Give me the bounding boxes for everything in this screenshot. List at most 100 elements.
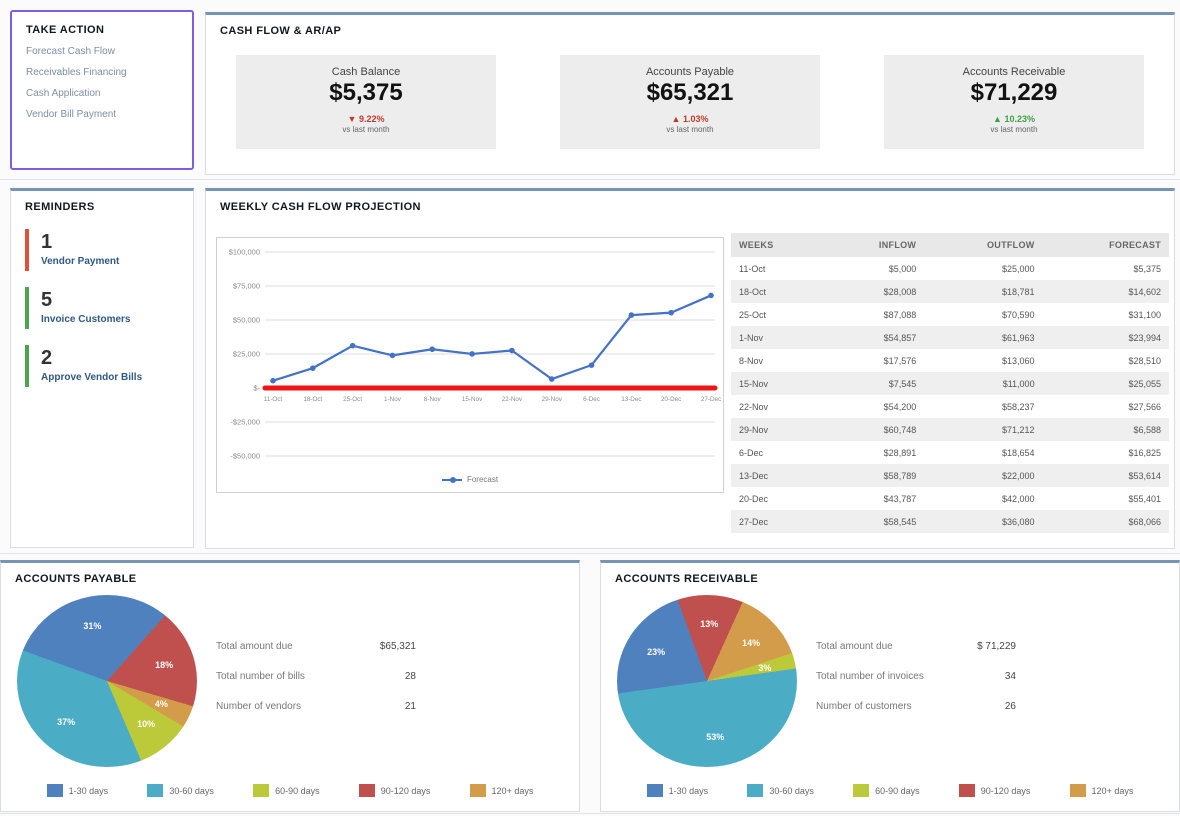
kpi-label: Accounts Payable	[645, 66, 735, 78]
table-cell: $28,510	[1128, 355, 1161, 366]
pie-slice-label: 14%	[742, 638, 761, 649]
x-axis-tick-label: 18-Oct	[303, 396, 322, 403]
legend-swatch	[853, 784, 870, 797]
table-cell: 27-Dec	[739, 516, 769, 527]
forecast-data-point	[548, 376, 555, 382]
legend-label: 30-60 days	[769, 785, 814, 796]
reminder-label: Vendor Payment	[41, 256, 120, 267]
stat-label: Total amount due	[816, 641, 893, 652]
reminder-item[interactable]: 1 Vendor Payment	[25, 229, 193, 271]
table-cell: $17,576	[883, 355, 917, 366]
aging-legend-item: 1-30 days	[646, 784, 708, 797]
table-header-row: WEEKS INFLOW OUTFLOW FORECAST	[731, 233, 1169, 257]
y-axis-tick-label: $25,000	[233, 350, 260, 359]
accounts-receivable-pie-chart: 23% 13% 14% 3% 53%	[617, 595, 797, 767]
kpi-card: Accounts Receivable $71,229 ▲ 10.23% vs las…	[884, 55, 1144, 149]
column-header: FORECAST	[1042, 233, 1169, 257]
table-row: 27-Dec $58,545 $36,080 $68,066	[731, 510, 1169, 533]
accounts-payable-title: ACCOUNTS PAYABLE	[15, 573, 137, 585]
stat-value: $ 71,229	[977, 641, 1016, 652]
table-cell: $22,000	[1002, 470, 1035, 481]
take-action-link[interactable]: Receivables Financing	[26, 67, 127, 78]
x-axis-tick-label: 13-Dec	[621, 396, 641, 403]
aging-legend-item: 120+ days	[469, 784, 533, 797]
table-cell: 22-Nov	[739, 401, 769, 412]
table-cell: $58,789	[883, 470, 917, 481]
legend-swatch	[253, 784, 270, 797]
stat-value: 21	[404, 701, 416, 712]
pie-slice-label: 3%	[758, 663, 772, 674]
forecast-data-point	[668, 309, 674, 316]
y-axis-tick-label: -$25,000	[230, 418, 260, 427]
table-row: 8-Nov $17,576 $13,060 $28,510	[731, 349, 1169, 372]
kpi-delta: ▲ 10.23%	[993, 114, 1035, 124]
take-action-link[interactable]: Cash Application	[26, 88, 101, 99]
table-cell: $71,212	[1002, 424, 1035, 435]
reminder-item[interactable]: 5 Invoice Customers	[25, 287, 193, 329]
reminder-label: Invoice Customers	[41, 314, 131, 325]
forecast-data-point	[469, 351, 475, 357]
table-row: 22-Nov $54,200 $58,237 $27,566	[731, 395, 1169, 418]
y-axis-tick-label: $50,000	[233, 316, 260, 325]
table-cell: $42,000	[1002, 493, 1035, 504]
table-row: 13-Dec $58,789 $22,000 $53,614	[731, 464, 1169, 487]
legend-swatch	[958, 784, 975, 797]
x-axis-tick-label: 27-Dec	[701, 396, 721, 403]
table-row: 15-Nov $7,545 $11,000 $25,055	[731, 372, 1169, 395]
column-header: OUTFLOW	[924, 233, 1043, 257]
x-axis-tick-label: 25-Oct	[343, 396, 362, 403]
legend-label: 60-90 days	[275, 785, 320, 796]
y-axis-tick-label: $-	[253, 384, 260, 393]
stat-row: Total number of bills 28	[216, 671, 416, 682]
chart-legend: Forecast	[217, 475, 723, 484]
table-cell: $28,891	[883, 447, 917, 458]
legend-label: 90-120 days	[980, 785, 1031, 796]
table-cell: $25,055	[1128, 378, 1161, 389]
reminder-item[interactable]: 2 Approve Vendor Bills	[25, 345, 193, 387]
stat-label: Number of customers	[816, 701, 912, 712]
table-cell: $36,080	[1002, 516, 1035, 527]
stat-label: Total number of invoices	[816, 671, 924, 682]
x-axis-tick-label: 20-Dec	[661, 396, 681, 403]
reminder-label: Approve Vendor Bills	[41, 372, 143, 383]
projection-table-header: WEEKS INFLOW OUTFLOW FORECAST	[731, 233, 1169, 257]
table-cell: $60,748	[883, 424, 917, 435]
take-action-link[interactable]: Vendor Bill Payment	[26, 109, 117, 120]
stat-value: $65,321	[379, 641, 416, 652]
forecast-data-point	[389, 352, 396, 359]
kpi-delta: ▼ 9.22%	[347, 114, 385, 124]
forecast-data-point	[708, 292, 714, 299]
table-cell: 8-Nov	[739, 355, 764, 366]
kpi-delta: ▲ 1.03%	[671, 114, 709, 124]
reminder-count: 2	[41, 347, 53, 369]
table-row: 29-Nov $60,748 $71,212 $6,588	[731, 418, 1169, 441]
table-cell: $11,000	[1002, 378, 1035, 389]
cash-flow-line-chart: $100,000 $75,000 $50,000 $25,000 $- -$25,000 -…	[229, 248, 721, 461]
table-cell: $54,857	[883, 332, 917, 343]
table-cell: $13,060	[1002, 355, 1035, 366]
aging-legend-item: 30-60 days	[147, 784, 214, 797]
divider	[0, 179, 1180, 180]
kpi-note: vs last month	[342, 125, 390, 134]
table-cell: 13-Dec	[739, 470, 769, 481]
table-cell: $25,000	[1002, 263, 1035, 274]
table-cell: $5,375	[1133, 263, 1161, 274]
pie-slice-label: 13%	[700, 619, 719, 630]
y-axis-tick-label: -$50,000	[230, 452, 260, 461]
kpi-label: Cash Balance	[331, 66, 401, 78]
legend-swatch	[358, 784, 375, 797]
forecast-line-marker	[441, 476, 462, 483]
x-axis-tick-label: 1-Nov	[384, 396, 402, 403]
x-axis-tick-label: 29-Nov	[542, 396, 563, 403]
reminder-count: 1	[41, 231, 53, 253]
forecast-data-point	[588, 362, 595, 368]
table-row: 6-Dec $28,891 $18,654 $16,825	[731, 441, 1169, 464]
table-cell: $18,781	[1002, 286, 1035, 297]
table-cell: 15-Nov	[739, 378, 769, 389]
stat-row: Number of customers 26	[816, 701, 1016, 712]
weekly-projection-panel: WEEKLY CASH FLOW PROJECTION $100,000 $75,…	[205, 188, 1175, 549]
y-axis-tick-label: $100,000	[229, 248, 260, 257]
table-cell: 1-Nov	[739, 332, 764, 343]
table-cell: $87,088	[883, 309, 917, 320]
take-action-link[interactable]: Forecast Cash Flow	[26, 46, 115, 57]
